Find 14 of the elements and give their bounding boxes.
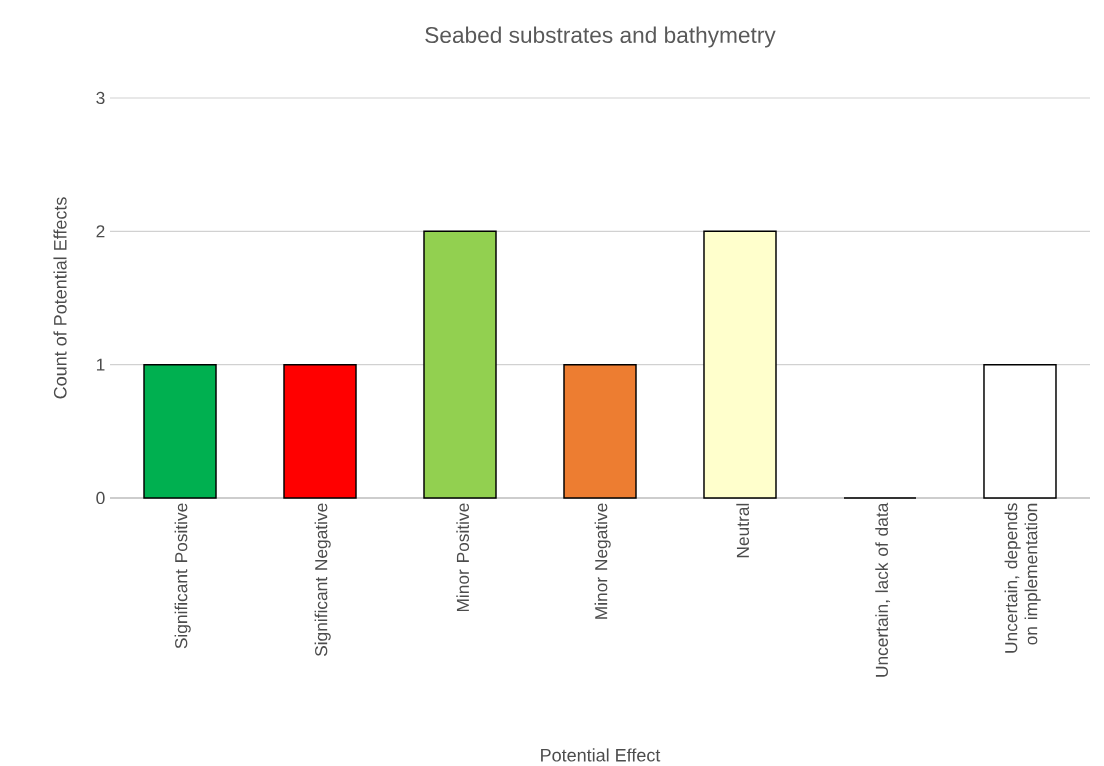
x-tick-label: Uncertain, depends on implementation [1004,503,1041,653]
x-tick-label: Uncertain, lack of data [875,502,891,677]
x-tick-label: Minor Negative [594,503,611,619]
x-tick-label: Minor Positive [456,503,470,612]
y-tick-label: 3 [96,91,105,105]
y-axis-title: Count of Potential Effects [53,197,67,399]
x-axis-title: Potential Effect [541,748,661,762]
chart-title: Seabed substrates and bathymetry [425,26,776,48]
x-tick-label: Significant Negative [314,503,331,657]
x-tick-label: Significant Positive [174,503,191,649]
y-tick-label: 0 [96,491,105,505]
y-tick-label: 2 [96,225,105,238]
y-tick-label: 1 [96,358,105,371]
x-tick-label: Neutral [736,503,750,558]
